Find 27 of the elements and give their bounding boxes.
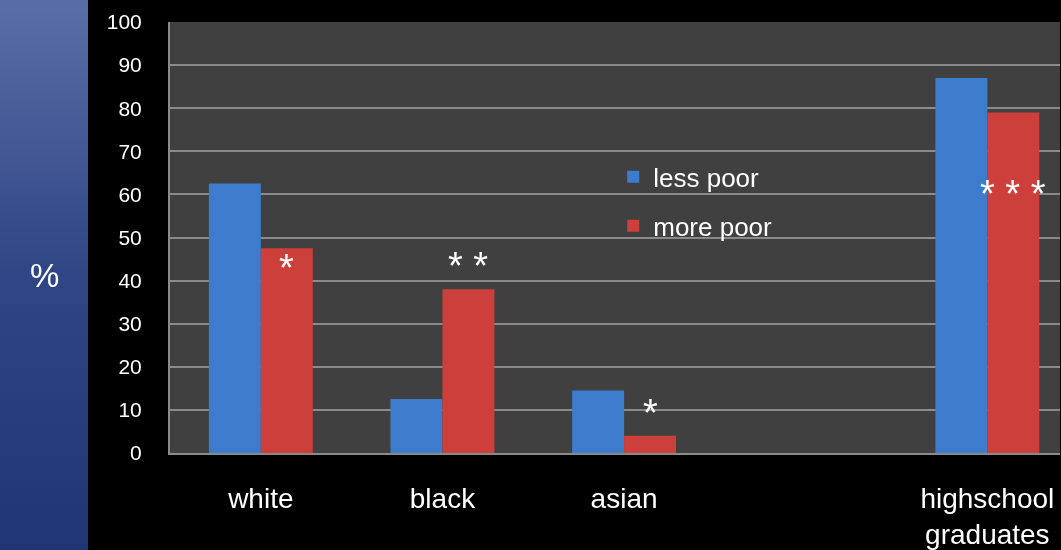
y-tick-label: 20 bbox=[118, 355, 142, 379]
annotation: * bbox=[643, 392, 658, 434]
y-tick-label: 30 bbox=[118, 312, 142, 336]
y-tick-label: 10 bbox=[118, 398, 142, 422]
bar bbox=[442, 289, 495, 453]
x-tick-label: highschool graduates bbox=[920, 482, 1055, 550]
y-tick-label: 100 bbox=[106, 10, 142, 34]
y-tick-label: 80 bbox=[118, 96, 142, 120]
annotation: * bbox=[279, 247, 294, 289]
annotation: * * bbox=[448, 245, 489, 287]
x-tick-label: white bbox=[227, 482, 294, 514]
x-tick-label: asian bbox=[590, 482, 658, 514]
bar bbox=[208, 183, 261, 453]
y-tick-label: 0 bbox=[130, 441, 142, 465]
y-axis-title: % bbox=[30, 257, 60, 294]
legend-label: less poor bbox=[653, 162, 760, 193]
y-tick-label: 50 bbox=[118, 225, 142, 249]
y-tick-label: 60 bbox=[118, 182, 142, 206]
y-tick-label: 70 bbox=[118, 139, 142, 163]
bar bbox=[624, 435, 677, 453]
bar bbox=[260, 248, 313, 453]
y-tick-label: 40 bbox=[118, 268, 142, 292]
x-tick-label: black bbox=[409, 482, 477, 514]
bar bbox=[572, 390, 625, 453]
y-tick-label: 90 bbox=[118, 53, 142, 77]
bar bbox=[390, 399, 443, 453]
legend-label: more poor bbox=[653, 211, 773, 242]
